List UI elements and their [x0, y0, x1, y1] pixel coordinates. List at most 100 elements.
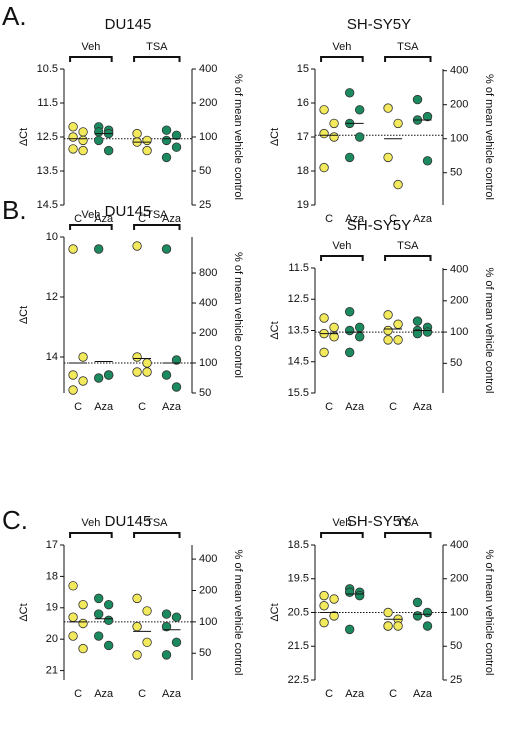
x-tick-label: Aza: [345, 688, 365, 700]
data-point: [383, 621, 393, 631]
data-point: [393, 621, 403, 631]
data-point: [132, 352, 142, 362]
x-tick-label: C: [325, 401, 333, 413]
x-tick-label: Aza: [162, 688, 182, 700]
y2-tick-label: 200: [199, 584, 217, 596]
y-tick-label: 12: [46, 291, 58, 303]
data-point: [132, 621, 142, 632]
data-point: [68, 631, 78, 641]
y2-tick-label: 800: [199, 267, 217, 279]
data-point: [383, 325, 393, 336]
data-point: [78, 599, 88, 610]
y2-tick-label: 400: [450, 539, 468, 551]
data-point: [78, 135, 88, 146]
group-bracket: [384, 56, 432, 62]
y2-tick-label: 50: [450, 357, 462, 369]
data-point: [319, 617, 329, 628]
data-point: [383, 335, 393, 345]
y-tick-label: 10.5: [37, 63, 58, 75]
data-point: [142, 145, 152, 156]
y2-tick-label: 100: [450, 133, 468, 145]
y2-tick-label: 25: [450, 674, 462, 686]
data-point: [93, 135, 104, 146]
y2-axis-label: % of mean vehicle control: [232, 74, 244, 200]
data-point: [344, 152, 355, 163]
y-tick-label: 17: [297, 131, 309, 143]
chart-title: DU145: [105, 16, 152, 33]
y-tick-label: 14.5: [37, 199, 58, 211]
data-point: [68, 370, 78, 380]
x-tick-label: C: [74, 213, 82, 225]
data-point: [422, 607, 433, 618]
data-point: [383, 607, 393, 618]
x-tick-label: C: [389, 401, 397, 413]
y-axis-label: ΔCt: [269, 321, 281, 339]
data-point: [161, 135, 172, 146]
y2-tick-label: 100: [450, 326, 468, 338]
data-point: [78, 127, 88, 137]
data-point: [161, 244, 172, 254]
data-point: [68, 385, 78, 395]
data-point: [142, 367, 152, 377]
y2-tick-label: 200: [450, 99, 468, 111]
group-label: TSA: [146, 209, 168, 221]
data-point: [103, 370, 114, 380]
data-point: [161, 609, 172, 619]
data-point: [132, 650, 142, 660]
data-point: [171, 612, 182, 622]
x-tick-label: Aza: [345, 401, 365, 413]
group-bracket: [320, 56, 364, 62]
y2-tick-label: 400: [199, 63, 217, 75]
data-point: [68, 144, 78, 154]
group-bracket: [69, 532, 113, 538]
data-point: [171, 142, 182, 152]
group-label: TSA: [397, 240, 419, 252]
chart-title: DU145: [105, 513, 152, 530]
x-tick-label: Aza: [162, 213, 182, 225]
group-label: TSA: [397, 41, 419, 53]
data-point: [393, 335, 403, 345]
data-point: [161, 370, 172, 380]
group-bracket: [69, 224, 113, 230]
data-point: [344, 307, 355, 317]
x-tick-label: C: [389, 213, 397, 225]
group-bracket: [69, 56, 113, 62]
y-tick-label: 14.5: [288, 356, 309, 368]
data-point: [354, 105, 365, 115]
y2-tick-label: 200: [450, 295, 468, 307]
y-axis-label: ΔCt: [269, 603, 281, 621]
y-tick-label: 13.5: [37, 165, 58, 177]
y-axis-label: ΔCt: [269, 128, 281, 146]
data-point: [171, 382, 182, 392]
panel-label: A.: [2, 1, 27, 31]
data-point: [319, 128, 329, 139]
y-tick-label: 18: [46, 570, 58, 582]
y2-tick-label: 100: [199, 616, 217, 628]
x-tick-label: Aza: [94, 688, 114, 700]
y-tick-label: 15.5: [288, 387, 309, 399]
data-point: [142, 135, 152, 146]
data-point: [78, 145, 88, 156]
data-point: [68, 132, 78, 142]
x-tick-label: C: [389, 688, 397, 700]
y2-tick-label: 50: [199, 647, 211, 659]
data-point: [78, 352, 88, 362]
group-bracket: [133, 56, 181, 62]
group-label: TSA: [146, 41, 168, 53]
data-point: [383, 103, 393, 113]
data-point: [103, 145, 114, 156]
y2-tick-label: 50: [450, 640, 462, 652]
group-label: Veh: [81, 41, 100, 53]
data-point: [161, 152, 172, 163]
y2-tick-label: 200: [199, 327, 217, 339]
group-bracket: [384, 532, 432, 538]
group-label: Veh: [332, 240, 351, 252]
x-tick-label: C: [138, 401, 146, 413]
data-point: [422, 327, 433, 337]
x-tick-label: Aza: [162, 401, 182, 413]
data-point: [93, 373, 104, 383]
data-point: [319, 347, 329, 358]
y-tick-label: 16: [297, 97, 309, 109]
y-tick-label: 18.5: [288, 539, 309, 551]
